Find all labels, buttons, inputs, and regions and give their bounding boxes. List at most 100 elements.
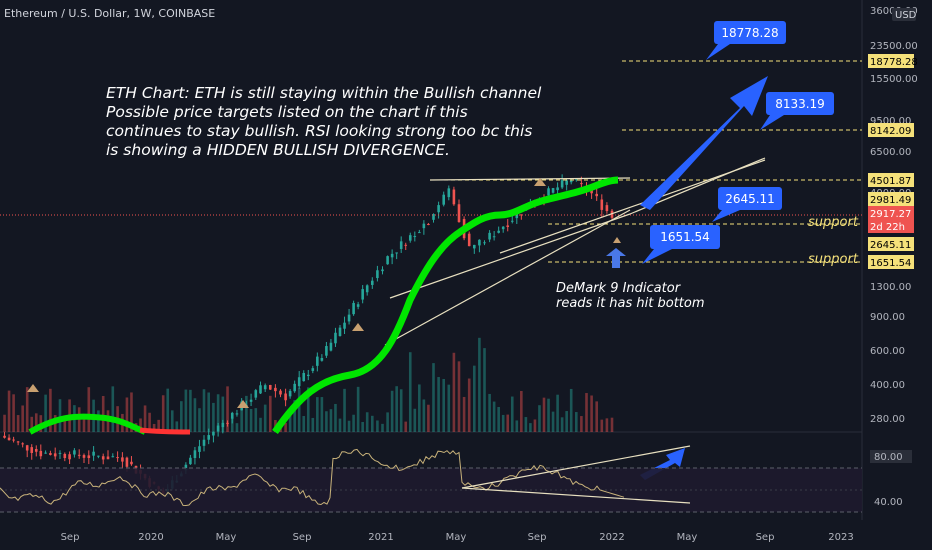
- candle-body: [111, 456, 115, 458]
- volume-bar: [293, 400, 296, 432]
- candle-body: [488, 232, 491, 240]
- price-tick: 600.00: [870, 346, 905, 357]
- volume-bar: [143, 405, 147, 432]
- candle-body: [506, 225, 510, 227]
- volume-bar: [101, 395, 105, 432]
- candle-body: [274, 387, 277, 392]
- price-tick: 15500.00: [870, 74, 918, 85]
- candle-body: [97, 455, 100, 457]
- candle-body: [515, 213, 519, 219]
- warn-icon: [534, 178, 546, 186]
- candle-body: [63, 453, 67, 459]
- volume-bar: [49, 388, 52, 432]
- volume-bar: [605, 418, 609, 432]
- candle-body: [235, 413, 239, 415]
- volume-bar: [77, 407, 81, 432]
- candle-body: [520, 214, 523, 216]
- volume-bar: [30, 416, 34, 432]
- candle-body: [202, 439, 206, 446]
- candle-body: [116, 457, 119, 459]
- candle-body: [356, 304, 360, 307]
- volume-bar: [166, 388, 170, 432]
- svg-text:2d 22h: 2d 22h: [870, 222, 905, 233]
- warn-icon: [352, 323, 364, 331]
- volume-bar: [7, 390, 11, 432]
- volume-bar: [352, 414, 355, 432]
- candle-body: [125, 457, 129, 467]
- volume-bar: [82, 418, 86, 432]
- volume-bar: [240, 409, 243, 432]
- candle-body: [457, 204, 461, 223]
- candle-body: [422, 223, 426, 229]
- candle-body: [556, 187, 559, 191]
- candle-body: [249, 399, 253, 402]
- volume-bar: [148, 412, 151, 432]
- volume-bar: [269, 395, 272, 432]
- candle-body: [39, 450, 43, 457]
- volume-bar: [524, 417, 528, 432]
- volume-bar: [152, 423, 156, 432]
- volume-bar: [361, 422, 364, 432]
- volume-bar: [462, 396, 466, 432]
- volume-bar: [575, 412, 578, 432]
- price-tick: 23500.00: [870, 41, 918, 52]
- svg-text:8142.09: 8142.09: [870, 126, 911, 137]
- candle-body: [87, 455, 91, 459]
- candle-body: [413, 236, 417, 238]
- price-tick: 6500.00: [870, 147, 911, 158]
- volume-bar: [245, 395, 248, 432]
- svg-text:ETH Chart: ETH is still stayin: ETH Chart: ETH is still staying within t…: [106, 84, 542, 102]
- volume-bar: [510, 396, 514, 432]
- callout-1651: 1651.54: [642, 225, 720, 264]
- price-tick: 280.00: [870, 414, 905, 425]
- rsi-divergence-lines: [461, 445, 691, 504]
- price-tick: 9500.00: [870, 116, 911, 127]
- volume-bar: [97, 410, 100, 432]
- volume-bar: [184, 389, 188, 432]
- candle-body: [3, 435, 6, 438]
- candle-body: [259, 385, 262, 394]
- candle-body: [68, 454, 71, 460]
- warn-icon: [237, 400, 249, 408]
- candle-body: [510, 220, 514, 222]
- candle-body: [395, 252, 398, 254]
- svg-text:2981.49: 2981.49: [870, 195, 911, 206]
- channel-top-flat: [429, 177, 631, 181]
- candle-body: [53, 453, 57, 457]
- rsi-tick-40: 40.00: [874, 497, 903, 508]
- candle-body: [73, 450, 76, 455]
- warn-icon: [27, 384, 39, 392]
- time-tick: Sep: [61, 532, 80, 543]
- time-tick: Sep: [293, 532, 312, 543]
- volume-bar: [365, 412, 369, 432]
- volume-bar: [492, 401, 496, 432]
- candle-body: [334, 332, 337, 344]
- volume-bar: [432, 363, 435, 432]
- trend-ribbon-red: [139, 427, 191, 435]
- candle-body: [82, 455, 86, 458]
- demark-note: DeMark 9 Indicator reads it has hit bott…: [556, 281, 705, 311]
- candle-body: [279, 390, 282, 395]
- candle-body: [77, 454, 81, 456]
- volume-bar: [569, 388, 573, 432]
- candle-body: [547, 188, 550, 196]
- candle-body: [316, 356, 319, 366]
- currency-label: USD: [895, 10, 917, 21]
- volume-bar: [193, 398, 197, 432]
- volume-bar: [16, 415, 20, 432]
- target-arrows: [606, 76, 768, 480]
- candle-body: [221, 422, 225, 428]
- rsi-lower-trend: [461, 487, 691, 504]
- svg-text:Possible price targets listed: Possible price targets listed on the cha…: [106, 103, 468, 121]
- volume-bar: [230, 417, 234, 432]
- volume-bar: [488, 393, 491, 432]
- level-labels: 18778.28 8142.09 4501.87 2981.49 2917.27…: [868, 54, 918, 269]
- volume-bar: [442, 378, 445, 432]
- volume-bar: [221, 396, 225, 432]
- candle-body: [184, 464, 188, 471]
- candle-body: [361, 289, 364, 300]
- volume-bar: [25, 387, 29, 432]
- volume-bar: [175, 421, 179, 432]
- analysis-note: ETH Chart: ETH is still staying within t…: [106, 84, 542, 159]
